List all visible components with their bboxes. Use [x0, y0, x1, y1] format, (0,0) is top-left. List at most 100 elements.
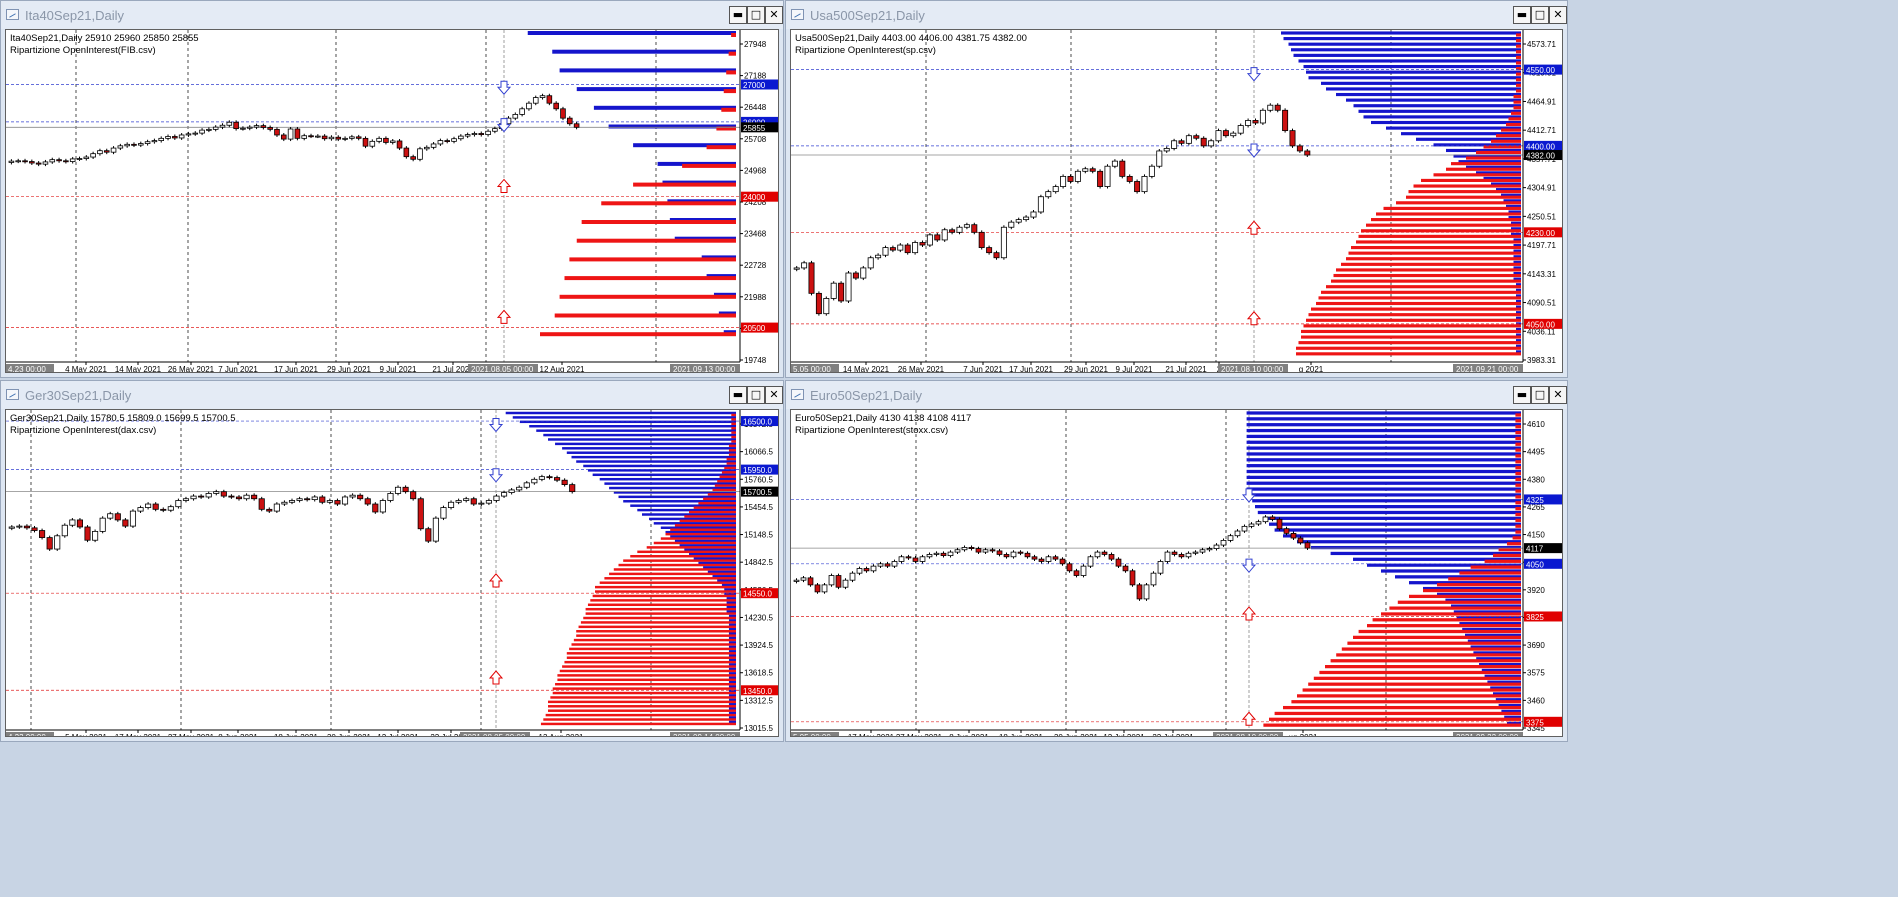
candle-body: [808, 262, 815, 294]
close-button[interactable]: ✕: [1549, 386, 1567, 404]
chart-area[interactable]: 16372.516066.515760.515454.515148.514842…: [5, 409, 779, 737]
candle-body: [304, 498, 311, 501]
put-oi-bar: [1351, 245, 1521, 250]
chart-window-usa500[interactable]: Usa500Sep21,Daily ▬ □ ✕ 4573.714519.3144…: [785, 0, 1568, 378]
minimize-button[interactable]: ▬: [1513, 6, 1531, 24]
price-tag: [1524, 543, 1562, 554]
put-oi-bar: [1397, 600, 1521, 604]
chart-area[interactable]: 4610449543804265415040353920380536903575…: [790, 409, 1563, 737]
candle-body: [567, 117, 573, 125]
arrow-up-icon: [1241, 606, 1257, 621]
close-button[interactable]: ✕: [1549, 6, 1567, 24]
close-button[interactable]: ✕: [765, 6, 783, 24]
chart-area[interactable]: 4573.714519.314464.914412.714357.714304.…: [790, 29, 1563, 373]
candle-body: [1015, 219, 1022, 223]
candle-body: [76, 519, 83, 528]
maximize-button[interactable]: □: [747, 6, 765, 24]
put-oi-bar: [674, 524, 736, 527]
y-tick-label: 27948: [744, 40, 767, 49]
call-oi-bar: [613, 491, 736, 494]
candle-body: [975, 548, 982, 553]
window-titlebar[interactable]: Ger30Sep21,Daily ▬ □ ✕: [1, 381, 783, 409]
candle-body: [1262, 516, 1269, 523]
call-oi-bar: [728, 667, 736, 671]
call-oi-bar: [726, 605, 736, 609]
call-oi-bar: [1274, 528, 1521, 532]
chart-window-icon: [791, 389, 804, 400]
put-oi-bar: [1330, 659, 1521, 663]
candle-body: [220, 491, 227, 497]
arrow-up-icon: [1241, 711, 1257, 726]
call-oi-bar: [728, 645, 736, 649]
minimize-button[interactable]: ▬: [1513, 386, 1531, 404]
call-oi-bar: [1513, 271, 1521, 276]
put-oi-bar: [728, 453, 736, 456]
time-tag-label: 2021.08.10 00:00: [1221, 365, 1284, 373]
candle-body: [387, 493, 394, 501]
candle-body: [1274, 104, 1281, 111]
x-tick-label: 5 May 2021: [65, 733, 107, 737]
window-titlebar[interactable]: Euro50Sep21,Daily ▬ □ ✕: [786, 381, 1567, 409]
candle-body: [949, 229, 956, 233]
put-oi-bar: [731, 431, 736, 434]
chart-area[interactable]: 27948 27188 26448 25708 24968 24208 23468 22728…: [5, 29, 779, 373]
call-oi-bar: [1249, 493, 1521, 497]
candle-body: [49, 159, 56, 163]
price-chart-svg[interactable]: 27948 27188 26448 25708 24968 24208 23468 22728…: [6, 30, 779, 373]
candle-body: [46, 537, 53, 550]
price-chart-svg[interactable]: 4610449543804265415040353920380536903575…: [791, 410, 1563, 737]
candle-body: [178, 134, 185, 139]
price-chart-svg[interactable]: 4573.714519.314464.914412.714357.714304.…: [791, 30, 1563, 373]
minimize-button[interactable]: ▬: [729, 6, 747, 24]
maximize-button[interactable]: □: [1531, 6, 1549, 24]
candle-body: [389, 140, 396, 143]
put-oi-bar: [1484, 559, 1521, 563]
call-oi-bar: [698, 561, 736, 565]
call-oi-bar: [721, 583, 736, 587]
maximize-button[interactable]: □: [1531, 386, 1549, 404]
price-tag-label: 15950.0: [743, 466, 772, 475]
put-oi-bar: [613, 568, 736, 571]
call-oi-bar: [728, 680, 736, 684]
candle-body: [260, 125, 267, 128]
price-tag-label: 4050.00: [1526, 320, 1555, 329]
put-oi-bar: [540, 332, 736, 337]
candle-body: [158, 137, 164, 141]
y-tick-label: 4143.31: [1527, 270, 1556, 279]
window-titlebar[interactable]: Ita40Sep21,Daily ▬ □ ✕: [1, 1, 783, 29]
price-tag: [1524, 494, 1562, 505]
candle-body: [212, 126, 219, 130]
candle-body: [842, 579, 849, 588]
put-oi-bar: [545, 713, 736, 717]
minimize-button[interactable]: ▬: [729, 386, 747, 404]
chart-window-ger30[interactable]: Ger30Sep21,Daily ▬ □ ✕ 16372.516066.5157…: [0, 380, 784, 742]
y-tick-label: 3345: [1527, 724, 1545, 733]
chart-window-euro50[interactable]: Euro50Sep21,Daily ▬ □ ✕ 4610 4495 4380 4265…: [785, 380, 1568, 742]
candle-body: [1023, 216, 1030, 221]
time-tag-label: 4.23 00:00: [8, 365, 46, 373]
candle-body: [554, 477, 561, 481]
candle-body: [1252, 120, 1259, 124]
call-oi-bar: [1498, 703, 1521, 708]
put-oi-bar: [714, 484, 736, 487]
close-button[interactable]: ✕: [765, 386, 783, 404]
candle-body: [982, 549, 989, 553]
call-oi-bar: [1246, 428, 1521, 433]
price-tag-label: 25855: [743, 124, 766, 133]
symbol-ohlc: Ger30Sep21,Daily 15780.5 15809.0 15699.5…: [10, 413, 236, 424]
put-oi-bar: [1470, 565, 1521, 569]
call-oi-bar: [728, 685, 736, 688]
call-oi-bar: [728, 636, 736, 640]
time-tag: [6, 364, 54, 372]
window-titlebar[interactable]: Usa500Sep21,Daily ▬ □ ✕: [786, 1, 1567, 29]
put-oi-bar: [1515, 419, 1521, 423]
candle-body: [1008, 221, 1015, 228]
maximize-button[interactable]: □: [747, 386, 765, 404]
y-tick-label: 4036.11: [1527, 327, 1556, 336]
call-oi-bar: [562, 447, 736, 450]
put-oi-bar: [731, 418, 736, 421]
price-chart-svg[interactable]: 16372.516066.515760.515454.515148.514842…: [6, 410, 779, 737]
chart-window-ita40[interactable]: Ita40Sep21,Daily ▬ □ ✕ 27948 27188 26448 25…: [0, 0, 784, 378]
call-oi-bar: [1467, 639, 1521, 643]
call-oi-bar: [1288, 42, 1521, 46]
